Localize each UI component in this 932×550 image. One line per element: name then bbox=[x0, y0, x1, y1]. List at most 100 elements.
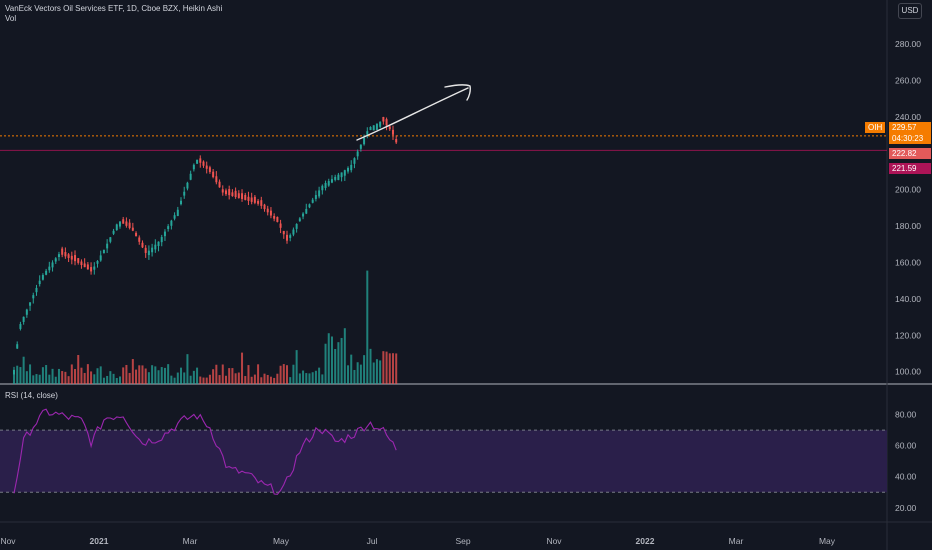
candle-body bbox=[205, 165, 208, 169]
volume-bar bbox=[260, 377, 263, 384]
volume-bar bbox=[170, 375, 173, 384]
candle-body bbox=[395, 139, 398, 143]
volume-bar bbox=[160, 367, 163, 384]
volume-bar bbox=[90, 371, 93, 384]
volume-bar bbox=[215, 364, 218, 384]
time-axis-tick: Nov bbox=[546, 536, 562, 546]
volume-bar bbox=[32, 375, 35, 384]
candle-body bbox=[141, 242, 144, 248]
candle-body bbox=[224, 190, 227, 195]
volume-bar bbox=[61, 371, 64, 384]
volume-bar bbox=[141, 365, 144, 384]
bar-countdown: 04:30:23 bbox=[889, 133, 931, 144]
volume-bar bbox=[372, 362, 375, 384]
trend-arrow-drawing bbox=[356, 84, 471, 141]
candle-body bbox=[208, 167, 211, 172]
candle-body bbox=[314, 195, 317, 199]
volume-bar bbox=[45, 365, 48, 384]
volume-bar bbox=[48, 374, 51, 384]
volume-bar bbox=[318, 367, 321, 384]
volume-bar bbox=[202, 377, 205, 384]
volume-bar bbox=[324, 343, 327, 384]
volume-bar bbox=[25, 371, 28, 384]
candle-body bbox=[128, 222, 131, 228]
volume-bar bbox=[208, 374, 211, 384]
candle-body bbox=[167, 226, 170, 230]
time-axis-tick: May bbox=[273, 536, 290, 546]
volume-bar bbox=[183, 372, 186, 384]
candle-body bbox=[353, 158, 356, 164]
candle-body bbox=[163, 231, 166, 237]
volume-bar bbox=[279, 365, 282, 384]
volume-bar bbox=[221, 364, 224, 384]
candle-body bbox=[382, 116, 385, 122]
candle-body bbox=[138, 237, 141, 242]
candle-body bbox=[379, 121, 382, 127]
candle-body bbox=[54, 258, 57, 262]
candle-body bbox=[212, 171, 215, 178]
volume-bar bbox=[385, 351, 388, 384]
volume-bar bbox=[266, 374, 269, 384]
candle-body bbox=[388, 126, 391, 130]
time-axis-tick: Sep bbox=[455, 536, 470, 546]
candle-body bbox=[221, 189, 224, 193]
candle-body bbox=[102, 249, 105, 254]
candle-body bbox=[180, 200, 183, 205]
candle-body bbox=[90, 267, 93, 272]
volume-bar bbox=[305, 373, 308, 384]
volume-bar bbox=[212, 369, 215, 384]
price-axis-tick: 100.00 bbox=[895, 367, 921, 377]
candle-body bbox=[340, 172, 343, 178]
volume-bar bbox=[337, 342, 340, 384]
candle-body bbox=[369, 126, 372, 131]
time-axis-tick: Mar bbox=[729, 536, 744, 546]
volume-bar bbox=[369, 348, 372, 384]
volume-bar bbox=[359, 364, 362, 384]
candle-body bbox=[154, 244, 157, 250]
volume-bar bbox=[350, 354, 353, 384]
time-axis-tick: 2022 bbox=[636, 536, 655, 546]
volume-bar bbox=[302, 370, 305, 384]
volume-bar bbox=[253, 374, 256, 384]
candle-body bbox=[237, 193, 240, 199]
currency-button[interactable]: USD bbox=[898, 3, 922, 19]
volume-bar bbox=[366, 270, 369, 384]
candle-body bbox=[295, 223, 298, 229]
rsi-axis-tick: 40.00 bbox=[895, 472, 917, 482]
candle-body bbox=[125, 221, 128, 226]
candle-body bbox=[343, 170, 346, 176]
level-tag-1: 222.82 bbox=[889, 148, 931, 159]
volume-bar bbox=[250, 376, 253, 384]
volume-bar bbox=[295, 350, 298, 384]
volume-bar bbox=[247, 365, 250, 384]
volume-bar bbox=[125, 364, 128, 384]
volume-bar bbox=[70, 364, 73, 384]
volume-bar bbox=[228, 368, 231, 384]
volume-bar bbox=[96, 368, 99, 384]
volume-bar bbox=[83, 372, 86, 384]
volume-bar bbox=[163, 367, 166, 384]
candle-body bbox=[231, 192, 234, 197]
volume-bar bbox=[86, 364, 89, 384]
candle-body bbox=[289, 235, 292, 238]
candle-body bbox=[302, 213, 305, 217]
candle-body bbox=[199, 158, 202, 163]
volume-bar bbox=[263, 373, 266, 384]
candle-body bbox=[16, 344, 19, 349]
rsi-band bbox=[0, 430, 887, 493]
candle-body bbox=[192, 164, 195, 170]
volume-bar bbox=[35, 374, 38, 384]
volume-bar bbox=[106, 375, 109, 384]
candle-body bbox=[350, 164, 353, 171]
candle-body bbox=[38, 280, 41, 285]
candle-body bbox=[189, 173, 192, 180]
candle-body bbox=[202, 161, 205, 166]
volume-bar bbox=[244, 376, 247, 384]
price-axis-tick: 280.00 bbox=[895, 39, 921, 49]
candle-body bbox=[112, 230, 115, 234]
candle-body bbox=[385, 119, 388, 126]
candle-body bbox=[318, 190, 321, 197]
volume-bar bbox=[298, 373, 301, 384]
volume-bar bbox=[93, 374, 96, 384]
